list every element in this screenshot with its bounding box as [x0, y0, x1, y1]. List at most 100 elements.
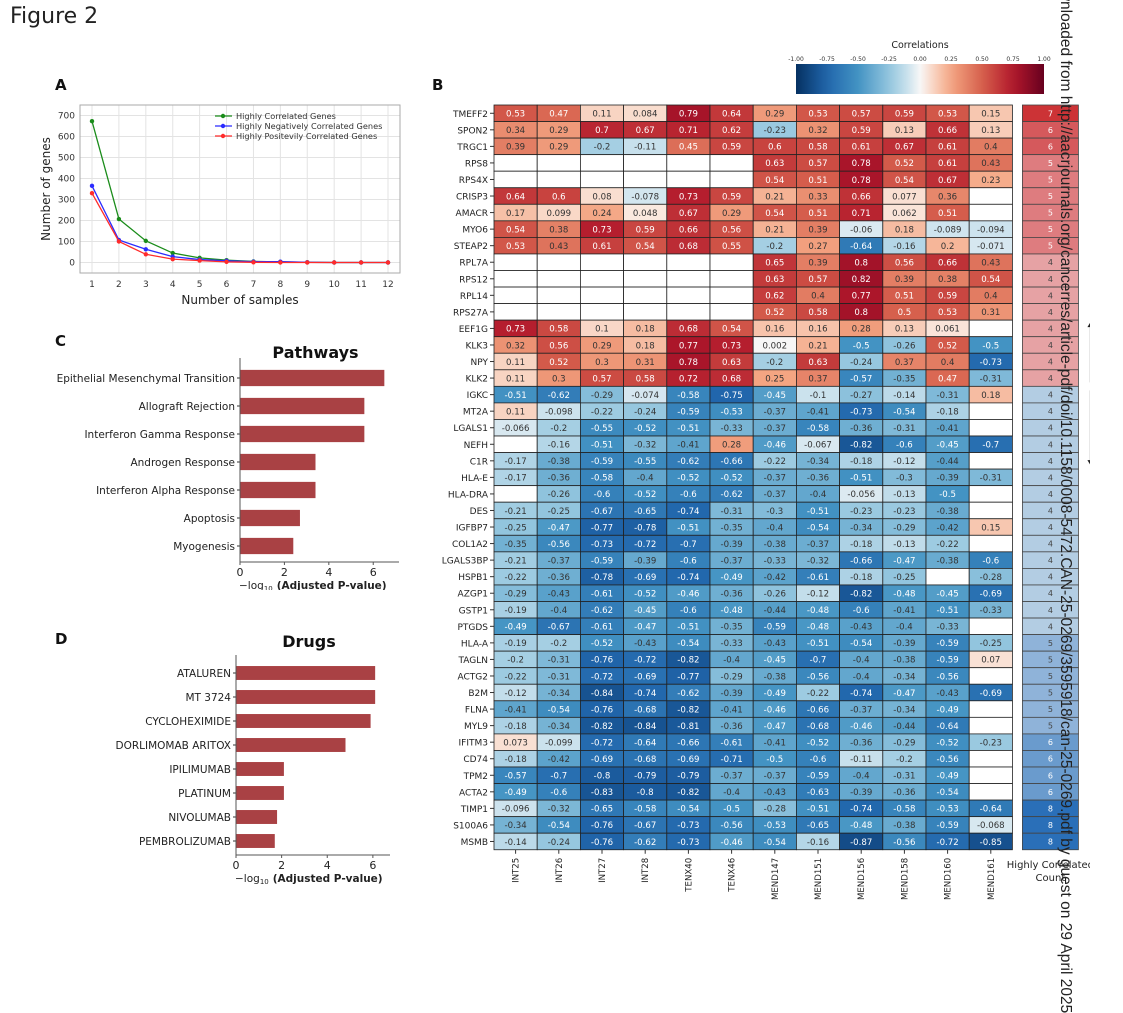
cell-value: -0.56: [807, 672, 829, 682]
cell-value: -0.5: [723, 805, 740, 815]
x-tick-label: 5: [197, 280, 203, 290]
cell-value: 0.47: [549, 110, 568, 120]
cell-value: -0.48: [850, 821, 872, 831]
cell-value: 0.077: [892, 192, 917, 202]
panel-label-b: B: [432, 76, 444, 94]
x-tick-label: 4: [325, 566, 332, 579]
cell-value: -0.17: [504, 474, 526, 484]
cell-value: 0.4: [984, 143, 998, 153]
category-label: CYCLOHEXIMIDE: [145, 716, 231, 728]
cell-value: -0.66: [677, 738, 699, 748]
cell-value: -0.43: [548, 590, 570, 600]
cell-value: -0.65: [634, 507, 656, 517]
cell-value: -0.72: [591, 672, 613, 682]
cell-value: -0.72: [936, 838, 958, 848]
cell-value: -0.35: [893, 374, 915, 384]
data-point: [143, 247, 149, 252]
cell-value: 0.31: [981, 308, 1000, 318]
count-value: 4: [1048, 457, 1053, 466]
cell-value: -0.29: [893, 738, 915, 748]
cell-value: -0.5: [939, 490, 956, 500]
count-value: 5: [1048, 175, 1053, 184]
cell-value: -0.87: [850, 838, 872, 848]
row-label: EEF1G: [459, 325, 488, 335]
count-column-label: Highly Correlated: [1007, 860, 1090, 871]
cell-value: -0.41: [936, 424, 958, 434]
cell-value: -0.43: [936, 689, 958, 699]
cell-value: -0.19: [504, 639, 526, 649]
cell-value: 0.7: [595, 126, 609, 136]
count-value: 8: [1048, 804, 1053, 813]
data-point: [224, 259, 229, 265]
cell-value: -0.56: [936, 755, 958, 765]
cell-value: -0.22: [936, 540, 958, 550]
cell-value: 0.72: [679, 374, 698, 384]
cell-value: 0.59: [938, 292, 957, 302]
cell-value: -0.29: [504, 590, 526, 600]
cell-value: 0.062: [892, 209, 917, 219]
cell-value: -0.6: [853, 606, 870, 616]
cell-value: -0.26: [548, 490, 570, 500]
row-label: CD74: [463, 755, 488, 765]
cell-value: -0.066: [502, 424, 530, 434]
data-point: [89, 118, 95, 124]
cell-value: 0.55: [722, 242, 741, 252]
cell-value: -0.74: [850, 805, 872, 815]
cell-value: 0.51: [938, 209, 957, 219]
category-label: IPILIMUMAB: [169, 764, 231, 776]
bar: [240, 425, 365, 443]
cell-value: -0.52: [634, 590, 656, 600]
cell-value: 0.57: [808, 159, 827, 169]
data-point: [116, 239, 122, 244]
cell-value: -0.36: [548, 474, 570, 484]
cell-value: 0.58: [808, 308, 827, 318]
heatmap-cell: [623, 154, 668, 172]
cell-value: -0.2: [507, 656, 524, 666]
cell-value: -0.25: [504, 523, 526, 533]
heatmap-cell: [709, 303, 754, 321]
heatmap-cell: [709, 253, 754, 271]
cell-value: -0.7: [680, 540, 697, 550]
heatmap-cell: [968, 750, 1013, 768]
bar-chart-pathways: Pathways Epithelial Mesenchymal Transitio…: [57, 343, 399, 590]
cell-value: -0.1: [810, 391, 827, 401]
cell-value: -0.51: [591, 441, 613, 451]
y-tick-label: 300: [58, 196, 75, 206]
data-point: [89, 191, 95, 196]
cell-value: 0.63: [808, 358, 827, 368]
colorbar-tick-label: 0.50: [975, 56, 989, 63]
cell-value: 0.63: [765, 159, 784, 169]
cell-value: 0.2: [941, 242, 955, 252]
cell-value: 0.002: [762, 341, 787, 351]
x-tick-label: 7: [251, 280, 257, 290]
cell-value: -0.071: [977, 242, 1005, 252]
cell-value: -0.54: [936, 788, 958, 798]
x-tick-label: 0: [233, 859, 240, 872]
count-value: 4: [1048, 540, 1053, 549]
cell-value: -0.39: [634, 556, 656, 566]
cell-value: 0.78: [852, 176, 871, 186]
cell-value: -0.69: [980, 689, 1002, 699]
cell-value: -0.51: [504, 391, 526, 401]
heatmap-cell: [968, 783, 1013, 801]
cell-value: -0.64: [936, 722, 958, 732]
cell-value: -0.19: [504, 606, 526, 616]
heatmap-correlations: Correlations-1.00 -0.75 -0.50 -0.25 0.00 0.25…: [442, 40, 1090, 900]
heatmap-cell: [493, 286, 538, 304]
cell-value: -0.22: [807, 689, 829, 699]
panel-label-d: D: [55, 630, 68, 648]
cell-value: -0.62: [634, 838, 656, 848]
cell-value: -0.34: [548, 689, 570, 699]
cell-value: -0.34: [893, 705, 915, 715]
cell-value: -0.56: [936, 672, 958, 682]
count-value: 4: [1048, 424, 1053, 433]
cell-value: -0.38: [936, 556, 958, 566]
cell-value: 0.39: [808, 225, 827, 235]
column-label: INT26: [555, 858, 565, 883]
cell-value: -0.52: [591, 639, 613, 649]
cell-value: 0.52: [549, 358, 568, 368]
cell-value: -0.54: [677, 805, 699, 815]
cell-value: -0.31: [980, 474, 1002, 484]
cell-value: -0.38: [764, 672, 786, 682]
cell-value: -0.59: [764, 623, 786, 633]
